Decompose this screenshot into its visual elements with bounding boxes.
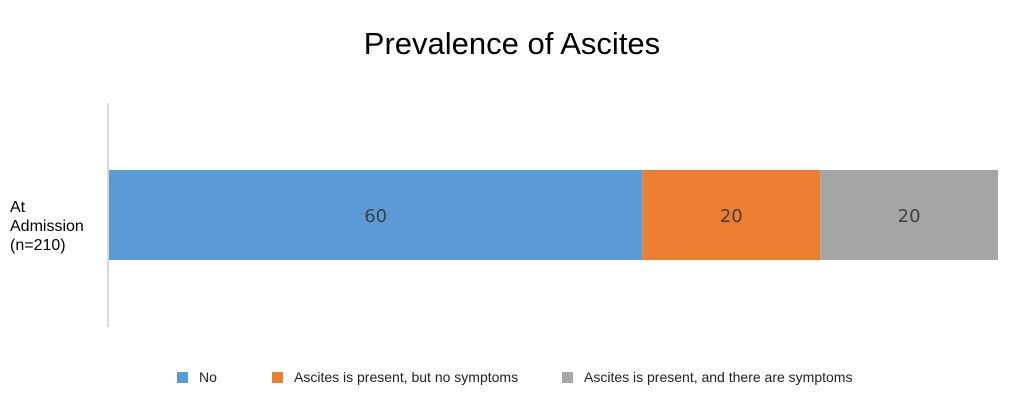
legend-item-present-with-symptoms: Ascites is present, and there are sympto… xyxy=(562,369,852,385)
legend-item-present-no-symptoms: Ascites is present, but no symptoms xyxy=(272,369,518,385)
bar-segment-no xyxy=(109,170,643,260)
category-label: At Admission (n=210) xyxy=(10,198,84,255)
bar-segment-present-no-symptoms xyxy=(642,170,821,260)
legend-item-no: No xyxy=(177,369,217,385)
legend-swatch-no xyxy=(177,371,188,383)
category-label-line-3: (n=210) xyxy=(10,237,66,254)
legend-label-present-no-symptoms: Ascites is present, but no symptoms xyxy=(294,369,519,385)
data-label-present-with-symptoms: 20 xyxy=(898,206,921,227)
data-label-no: 60 xyxy=(364,206,387,227)
bar-group: 60 20 20 xyxy=(109,170,998,260)
legend-swatch-present-no-symptoms xyxy=(272,371,283,383)
data-label-present-no-symptoms: 20 xyxy=(720,206,743,227)
legend-swatch-present-with-symptoms xyxy=(562,371,573,383)
bar-segment-present-with-symptoms xyxy=(820,170,998,260)
legend: No Ascites is present, but no symptoms A… xyxy=(0,369,1024,391)
category-label-line-1: At xyxy=(10,199,26,216)
legend-label-no: No xyxy=(199,369,217,385)
legend-label-present-with-symptoms: Ascites is present, and there are sympto… xyxy=(584,369,853,385)
chart-title: Prevalence of Ascites xyxy=(363,26,661,61)
category-label-line-2: Admission xyxy=(10,218,84,235)
